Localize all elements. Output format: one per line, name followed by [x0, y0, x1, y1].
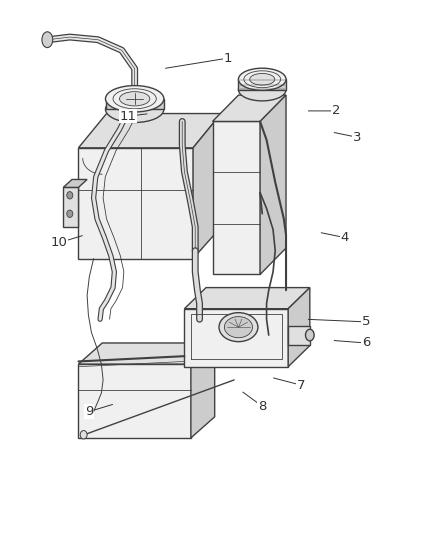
Polygon shape [288, 288, 310, 367]
Polygon shape [78, 148, 193, 259]
Text: 4: 4 [340, 231, 349, 244]
Text: 10: 10 [50, 236, 67, 249]
Text: 7: 7 [297, 378, 305, 392]
Polygon shape [193, 114, 221, 259]
Text: 6: 6 [362, 336, 370, 350]
Polygon shape [64, 180, 87, 188]
Polygon shape [260, 95, 286, 274]
Text: 3: 3 [353, 131, 362, 144]
Text: 8: 8 [258, 400, 266, 413]
Ellipse shape [106, 96, 164, 123]
Polygon shape [212, 95, 286, 122]
Ellipse shape [250, 74, 275, 85]
Ellipse shape [120, 92, 150, 106]
Polygon shape [184, 309, 288, 367]
Polygon shape [191, 343, 215, 438]
Circle shape [80, 431, 87, 439]
Ellipse shape [42, 32, 53, 47]
Polygon shape [184, 288, 310, 309]
Circle shape [67, 191, 73, 199]
Polygon shape [78, 364, 191, 438]
Ellipse shape [219, 313, 258, 342]
Ellipse shape [224, 317, 253, 338]
Ellipse shape [238, 79, 286, 101]
Ellipse shape [238, 68, 286, 90]
Text: 9: 9 [85, 405, 93, 418]
Polygon shape [78, 114, 221, 148]
Ellipse shape [305, 329, 314, 341]
Polygon shape [78, 343, 215, 364]
Text: 5: 5 [362, 316, 370, 328]
Text: 2: 2 [332, 104, 340, 117]
Circle shape [67, 210, 73, 217]
Polygon shape [106, 99, 164, 109]
Text: 1: 1 [223, 52, 232, 64]
Ellipse shape [106, 86, 164, 112]
Polygon shape [288, 326, 310, 344]
Polygon shape [238, 79, 286, 90]
Polygon shape [212, 122, 260, 274]
Polygon shape [64, 188, 78, 227]
Text: 11: 11 [120, 110, 137, 123]
